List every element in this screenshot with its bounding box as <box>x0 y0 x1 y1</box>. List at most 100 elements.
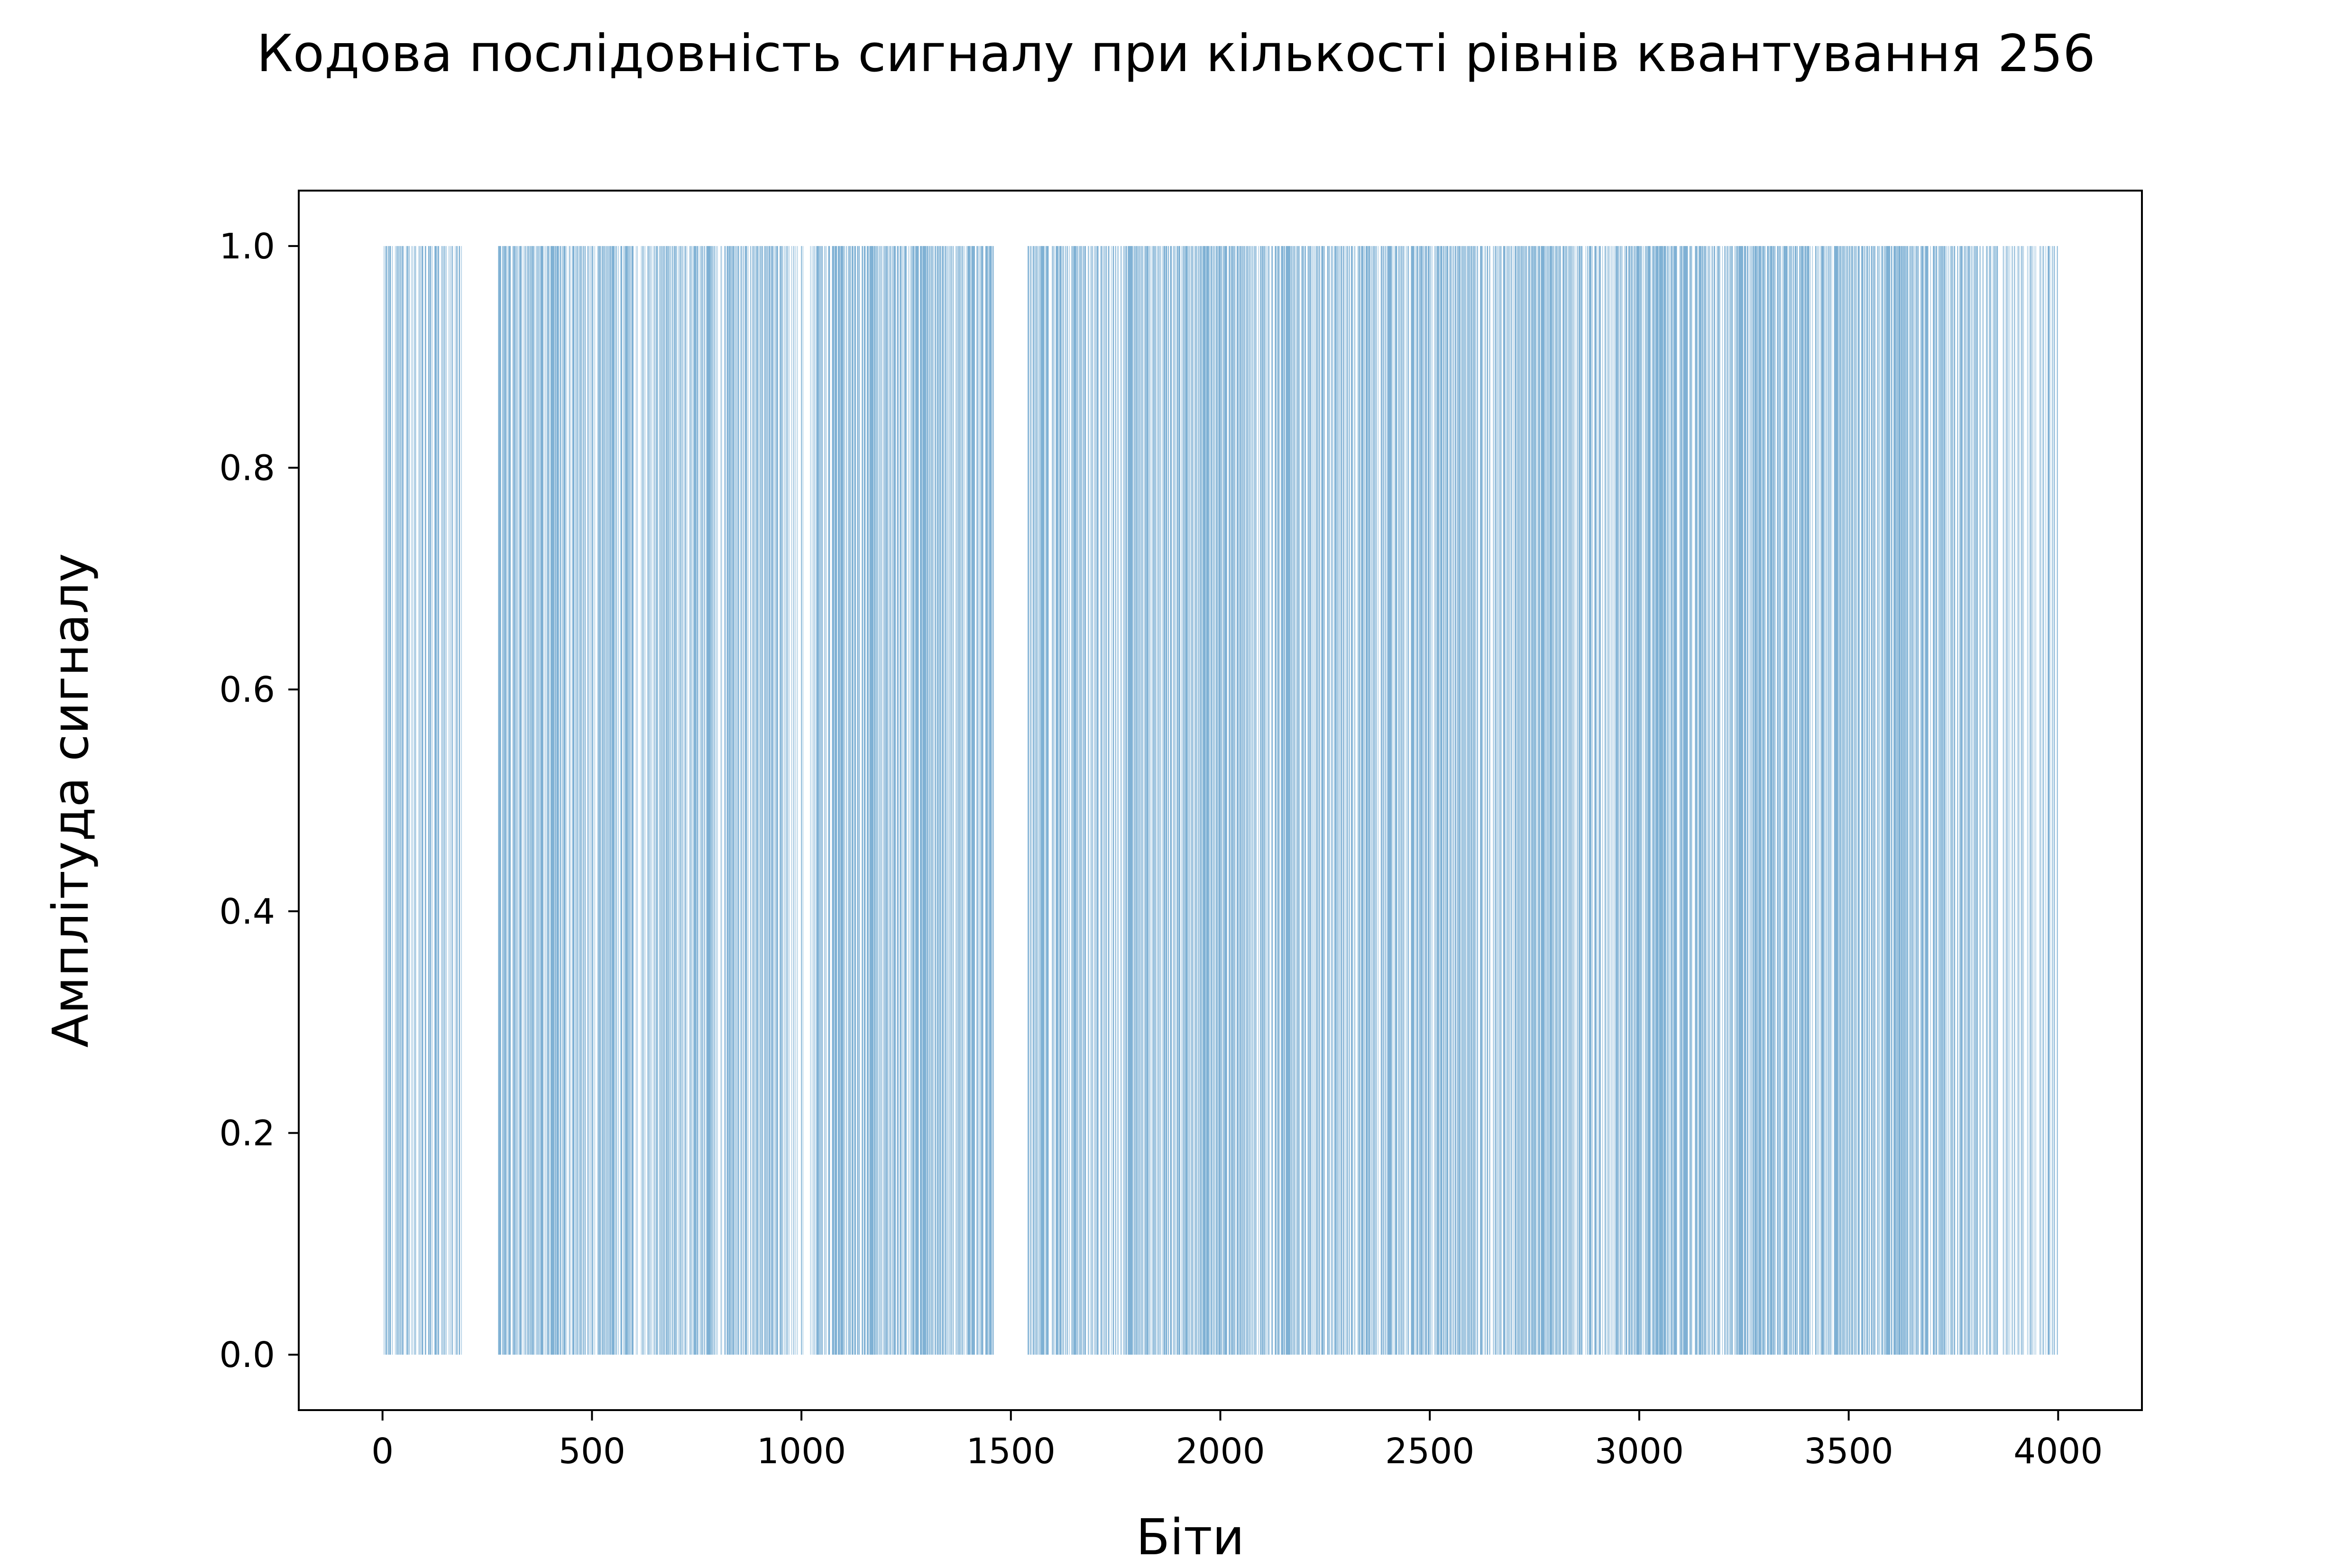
bit-bar <box>1088 246 1089 1355</box>
bit-bar <box>1680 246 1681 1355</box>
bit-bar <box>1061 246 1062 1355</box>
bit-bar <box>1520 246 1521 1355</box>
bit-bar <box>730 246 731 1355</box>
bit-bar <box>2032 246 2033 1355</box>
bit-bar <box>1148 246 1149 1355</box>
bit-bar <box>572 246 573 1355</box>
x-tick-label: 1000 <box>757 1431 846 1472</box>
bit-bar <box>1682 246 1683 1355</box>
bit-bar <box>1657 246 1658 1355</box>
bit-bar <box>1079 246 1080 1355</box>
bit-bar <box>981 246 982 1355</box>
bit-bar <box>400 246 401 1355</box>
bit-bar <box>877 246 878 1355</box>
chart-title: Кодова послідовність сигналу при кількос… <box>257 24 2095 83</box>
bit-bar <box>872 246 873 1355</box>
bit-bar <box>575 246 576 1355</box>
bit-bar <box>1996 246 1997 1355</box>
bit-bar <box>1851 246 1852 1355</box>
bit-bar <box>674 246 675 1355</box>
bit-bar <box>1254 246 1255 1355</box>
bit-bar <box>841 246 842 1355</box>
bit-bar <box>1473 246 1474 1355</box>
bit-bar <box>1204 246 1205 1355</box>
bit-bar <box>829 246 830 1355</box>
bit-bar <box>1960 246 1961 1355</box>
bit-bar <box>1620 246 1621 1355</box>
bit-bar <box>648 246 649 1355</box>
bit-bar <box>1206 246 1207 1355</box>
bit-bar <box>1195 246 1196 1355</box>
bit-bar <box>1579 246 1580 1355</box>
bit-bar <box>664 246 665 1355</box>
bit-bar <box>1047 246 1048 1355</box>
bit-bar <box>1882 246 1883 1355</box>
bit-bar <box>1626 246 1627 1355</box>
bit-bar <box>760 246 761 1355</box>
bit-bar <box>1831 246 1832 1355</box>
bit-bar <box>1390 246 1391 1355</box>
bit-bar <box>1763 246 1764 1355</box>
bit-bar <box>1507 246 1508 1355</box>
bit-bar <box>533 246 534 1355</box>
bit-bar <box>1103 246 1104 1355</box>
bit-bar <box>740 246 741 1355</box>
bit-bar <box>1771 246 1772 1355</box>
bit-bar <box>624 246 625 1355</box>
bit-bar <box>1760 246 1761 1355</box>
bit-bar <box>504 246 505 1355</box>
bit-bar <box>1262 246 1263 1355</box>
bit-bar <box>870 246 871 1355</box>
bit-bar <box>1413 246 1414 1355</box>
bit-bar <box>1968 246 1969 1355</box>
bit-bar <box>1558 246 1559 1355</box>
bit-bar <box>707 246 708 1355</box>
bit-bar <box>1310 246 1311 1355</box>
bit-bar <box>1621 246 1622 1355</box>
bit-bar <box>401 246 402 1355</box>
bit-bar <box>1408 246 1409 1355</box>
bit-bar <box>733 246 734 1355</box>
bit-bar <box>580 246 581 1355</box>
bit-bar <box>1550 246 1551 1355</box>
bit-bar <box>506 246 507 1355</box>
bit-bar <box>502 246 503 1355</box>
y-tick-label: 1.0 <box>219 226 275 267</box>
bit-bar <box>1294 246 1295 1355</box>
bit-bar <box>436 246 437 1355</box>
bit-bar <box>761 246 762 1355</box>
bit-bar <box>407 246 408 1355</box>
bit-bar <box>1045 246 1046 1355</box>
bit-bar <box>630 246 631 1355</box>
bit-bar <box>499 246 500 1355</box>
bit-bar <box>669 246 670 1355</box>
bit-bar <box>1115 246 1116 1355</box>
bit-bar <box>1987 246 1988 1355</box>
bit-bar <box>1437 246 1438 1355</box>
bit-bar <box>1214 246 1215 1355</box>
bit-bar <box>1628 246 1629 1355</box>
bit-bar <box>1653 246 1654 1355</box>
bit-bar <box>1443 246 1444 1355</box>
bit-bar <box>1322 246 1323 1355</box>
bit-bar <box>1696 246 1697 1355</box>
bit-bar <box>1249 246 1250 1355</box>
bit-bar <box>1976 246 1977 1355</box>
bit-bar <box>915 246 916 1355</box>
bit-bar <box>528 246 529 1355</box>
bit-bar <box>1153 246 1154 1355</box>
bit-bar <box>780 246 781 1355</box>
bit-bar <box>978 246 979 1355</box>
bit-bar <box>1279 246 1280 1355</box>
bit-bar <box>769 246 770 1355</box>
bit-bar <box>583 246 584 1355</box>
bit-bar <box>1060 246 1061 1355</box>
bit-bar <box>1784 246 1785 1355</box>
bit-bar <box>1292 246 1293 1355</box>
bit-bar <box>1043 246 1044 1355</box>
bit-bar <box>1763 246 1764 1355</box>
bit-bar <box>843 246 844 1355</box>
bit-bar <box>1842 246 1843 1355</box>
bit-bar <box>581 246 582 1355</box>
bit-bar <box>709 246 710 1355</box>
